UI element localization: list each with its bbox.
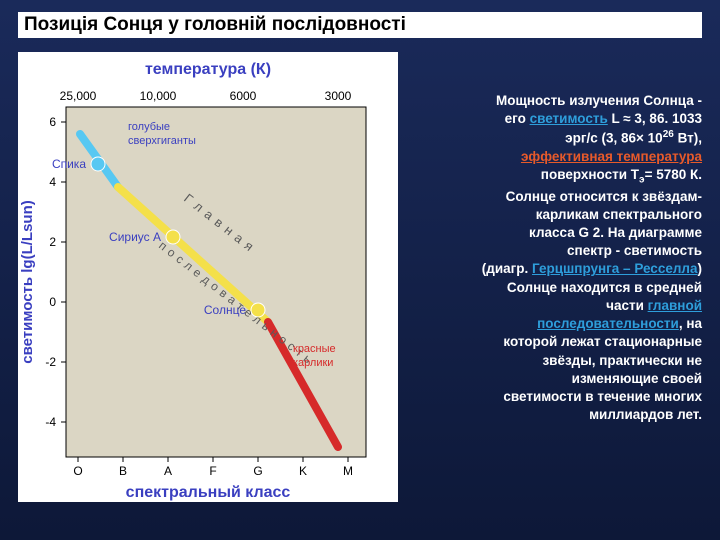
text-line: Мощность излучения Солнца - [496, 93, 702, 108]
text-line: Солнце находится в средней [507, 280, 702, 295]
svg-text:сверхгиганты: сверхгиганты [128, 135, 196, 147]
link-effective-temp[interactable]: эффективная температура [521, 149, 702, 164]
text-line: миллиардов лет. [589, 407, 702, 422]
svg-text:M: M [343, 464, 353, 478]
svg-text:карлики: карлики [293, 357, 333, 369]
svg-text:2: 2 [49, 235, 56, 249]
text-sup: 26 [663, 129, 674, 140]
link-hr-diagram[interactable]: Герцшпрунга – Ресселла [532, 261, 697, 276]
text-line: спектр - светимость [567, 243, 702, 258]
text-line: = 5780 К. [645, 167, 702, 182]
text-line: эрг/с (3, 86× 10 [565, 131, 663, 146]
svg-text:Сириус А: Сириус А [109, 230, 161, 244]
svg-text:3000: 3000 [325, 89, 352, 103]
svg-text:10,000: 10,000 [140, 89, 177, 103]
svg-text:O: O [73, 464, 82, 478]
text-line: L [608, 111, 620, 126]
svg-text:светимость lg(L/Lsun): светимость lg(L/Lsun) [19, 200, 36, 364]
text-line: (диагр. [482, 261, 532, 276]
svg-text:красные: красные [293, 343, 336, 355]
svg-text:спектральный класс: спектральный класс [126, 484, 291, 501]
link-luminosity[interactable]: светимость [530, 111, 608, 126]
content-row: температура (К) 25,000 10,000 6000 3000 O B A F G… [18, 52, 702, 502]
svg-text:B: B [119, 464, 127, 478]
text-line: поверхности Т [541, 167, 639, 182]
description-text: Мощность излучения Солнца - его светимос… [410, 52, 702, 502]
svg-text:голубые: голубые [128, 121, 170, 133]
text-line: класса G 2. На диаграмме [529, 225, 702, 240]
svg-text:температура (К): температура (К) [145, 61, 271, 78]
text-line: его [505, 111, 530, 126]
svg-text:0: 0 [49, 295, 56, 309]
text-line: Солнце относится к звёздам- [506, 189, 702, 204]
text-line: изменяющие своей [572, 371, 702, 386]
text-line: , на [679, 316, 702, 331]
slide-title: Позиція Сонця у головній послідовності [18, 12, 702, 38]
link-main-seq-1[interactable]: главной [648, 298, 702, 313]
svg-text:-4: -4 [45, 415, 56, 429]
svg-text:6: 6 [49, 115, 56, 129]
hr-diagram-chart: температура (К) 25,000 10,000 6000 3000 O B A F G… [18, 52, 398, 502]
svg-text:6000: 6000 [230, 89, 257, 103]
link-main-seq-2[interactable]: последовательности [537, 316, 679, 331]
chart-container: температура (К) 25,000 10,000 6000 3000 O B A F G… [18, 52, 398, 502]
text-line: карликам спектрального [536, 207, 702, 222]
text-line: части [606, 298, 648, 313]
text-line: звёзды, практически не [542, 353, 702, 368]
text-line: ) [698, 261, 703, 276]
svg-text:Спика: Спика [52, 157, 86, 171]
svg-text:K: K [299, 464, 307, 478]
svg-text:-2: -2 [45, 355, 56, 369]
text-line: ≈ 3, 86. 1033 [620, 111, 702, 126]
text-line: которой лежат стационарные [503, 334, 702, 349]
svg-text:4: 4 [49, 175, 56, 189]
text-line: Вт), [674, 131, 702, 146]
svg-text:A: A [164, 464, 172, 478]
svg-text:G: G [253, 464, 262, 478]
svg-text:Солнце: Солнце [204, 303, 246, 317]
svg-text:F: F [209, 464, 216, 478]
text-line: светимости в течение многих [503, 389, 702, 404]
svg-text:25,000: 25,000 [60, 89, 97, 103]
